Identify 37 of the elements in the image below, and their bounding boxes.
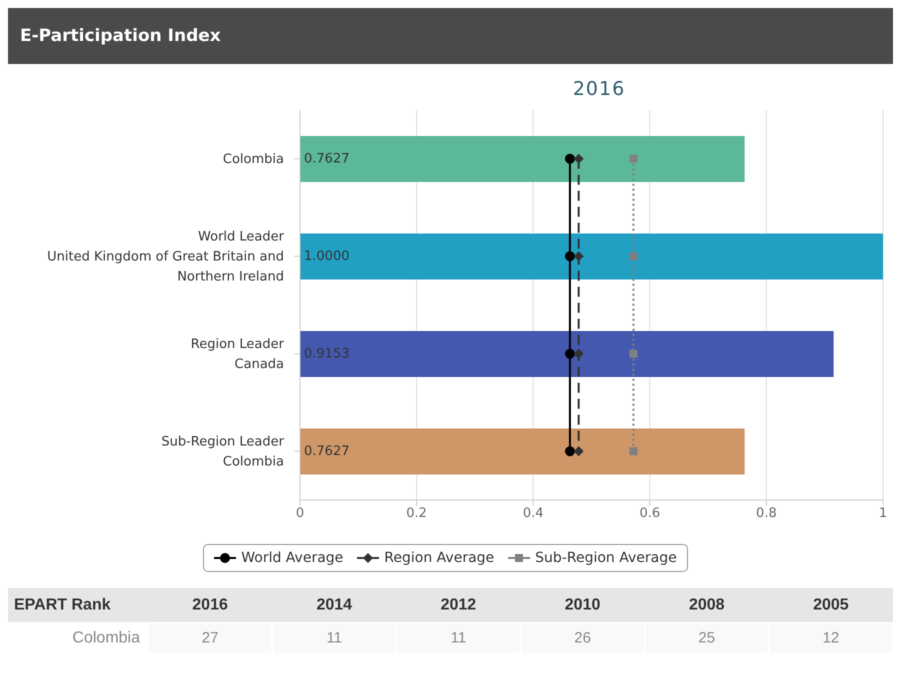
bar [300, 136, 745, 182]
x-tick-label: 2010 [564, 596, 600, 614]
x-tick-label: 0.6 [639, 506, 660, 522]
text: E-Participation Index [8, 8, 893, 64]
legend-label: Region Average [383, 550, 494, 566]
x-tick-label: 0.4 [522, 506, 544, 522]
data-label: 1.0000 [304, 249, 350, 264]
bar [300, 331, 834, 377]
data-label: 11 [450, 630, 466, 646]
x-tick-label: 2016 [192, 596, 228, 614]
y-tick-label: Sub-Region Leader Colombia [161, 434, 285, 469]
data-label: 25 [698, 630, 716, 646]
x-tick-label: 2014 [316, 596, 352, 614]
x-tick-label: 1 [878, 506, 888, 522]
data-label: 0.7627 [304, 152, 350, 166]
x-tick-label: 0.2 [406, 506, 427, 522]
legend-label: World Average [240, 550, 344, 566]
data-label: 0.9153 [304, 346, 350, 362]
bar [300, 428, 745, 474]
x-tick-label: 0 [296, 506, 304, 522]
data-label: 12 [822, 630, 840, 646]
x-tick-label: 0.8 [756, 506, 777, 522]
y-tick-label: Region Leader Canada [190, 336, 285, 372]
data-label: 11 [326, 630, 342, 646]
x-tick-label: 2008 [688, 596, 725, 614]
chart-subtitle: 2016 [572, 78, 626, 100]
chart-title: EPART Rank [14, 596, 111, 614]
y-tick-label: Colombia [72, 630, 140, 646]
legend-label: Sub-Region Average [534, 550, 677, 566]
bar [300, 234, 883, 280]
y-tick-label: Colombia [222, 151, 284, 166]
x-tick-label: 2012 [440, 596, 476, 614]
y-tick-label: World Leader United Kingdom of Great Britain and Northern Ireland [47, 228, 285, 284]
x-tick-label: 2005 [813, 596, 849, 614]
data-label: 26 [574, 630, 591, 646]
data-label: 0.7627 [304, 444, 350, 459]
data-label: 27 [202, 630, 218, 646]
